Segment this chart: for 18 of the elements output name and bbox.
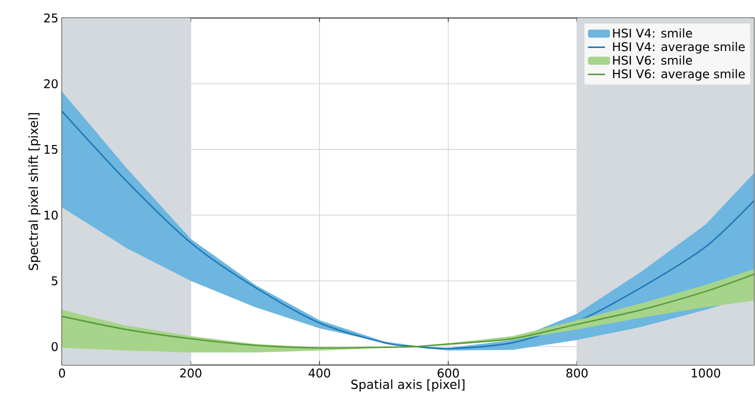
- legend-label: HSI V6: average smile: [613, 69, 745, 81]
- y-tick-label: 5: [52, 276, 58, 286]
- x-axis-title: Spatial axis [pixel]: [351, 379, 464, 392]
- y-tick-label: 15: [44, 144, 58, 154]
- legend-label: HSI V4: smile: [613, 28, 692, 38]
- y-tick-label: 0: [52, 342, 58, 352]
- y-tick-label: 20: [44, 79, 58, 88]
- x-tick-label: 600: [438, 368, 459, 378]
- y-tick-label: 25: [44, 13, 58, 23]
- legend-label: HSI V6: smile: [613, 56, 692, 65]
- x-tick-label: 1000: [692, 368, 720, 378]
- x-tick-label: 0: [58, 368, 66, 378]
- y-tick-label: 10: [44, 210, 58, 220]
- legend-label: HSI V4: average smile: [613, 42, 745, 54]
- x-tick-label: 800: [566, 368, 588, 378]
- x-tick-label: 400: [308, 368, 330, 378]
- y-axis-title: Spectral pixel shift [pixel]: [28, 113, 40, 270]
- x-tick-label: 200: [180, 368, 202, 378]
